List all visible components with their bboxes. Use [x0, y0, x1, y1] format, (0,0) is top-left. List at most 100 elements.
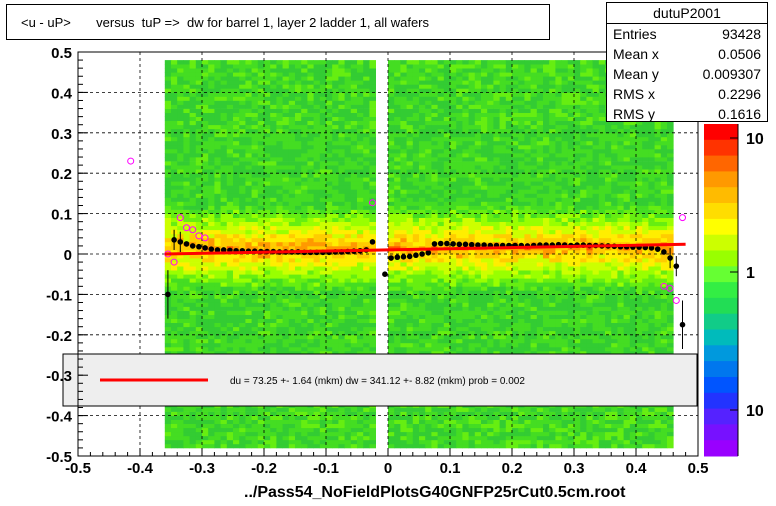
heatmap-cell: [468, 217, 476, 222]
heatmap-cell: [363, 197, 370, 202]
heatmap-cell: [282, 120, 290, 126]
heatmap-cell: [195, 278, 203, 283]
heatmap-cell: [431, 338, 438, 344]
heatmap-cell: [456, 136, 463, 142]
heatmap-cell: [350, 286, 358, 291]
heatmap-cell: [493, 314, 500, 319]
heatmap-cell: [270, 100, 277, 105]
heatmap-cell: [214, 149, 221, 154]
heatmap-cell: [319, 334, 327, 340]
heatmap-cell: [456, 274, 463, 279]
heatmap-cell: [202, 197, 209, 202]
heatmap-cell: [264, 334, 271, 340]
heatmap-cell: [195, 72, 203, 77]
heatmap-cell: [288, 116, 296, 121]
heatmap-cell: [400, 338, 407, 344]
heatmap-cell: [437, 205, 445, 210]
heatmap-cell: [208, 330, 215, 336]
heatmap-cell: [481, 411, 488, 416]
heatmap-cell: [487, 419, 494, 424]
heatmap-cell: [282, 60, 290, 65]
heatmap-cell: [220, 266, 228, 271]
heatmap-cell: [220, 197, 228, 202]
heatmap-cell: [400, 100, 407, 105]
heatmap-cell: [357, 209, 364, 214]
heatmap-cell: [264, 229, 271, 235]
heatmap-cell: [357, 330, 364, 336]
heatmap-cell: [183, 351, 190, 356]
heatmap-cell: [257, 415, 265, 420]
heatmap-cell: [226, 76, 234, 81]
heatmap-cell: [177, 282, 184, 287]
heatmap-cell: [208, 294, 215, 299]
heatmap-cell: [313, 201, 321, 206]
heatmap-cell: [450, 197, 457, 202]
heatmap-cell: [468, 262, 476, 267]
heatmap-cell: [406, 310, 414, 315]
heatmap-cell: [288, 443, 296, 449]
heatmap-cell: [431, 431, 438, 437]
heatmap-cell: [474, 310, 482, 315]
heatmap-cell: [164, 161, 172, 166]
heatmap-cell: [183, 185, 190, 190]
heatmap-cell: [202, 351, 209, 356]
heatmap-cell: [338, 415, 345, 420]
heatmap-cell: [319, 229, 327, 235]
heatmap-cell: [468, 96, 476, 101]
heatmap-cell: [338, 270, 345, 275]
heatmap-cell: [363, 334, 370, 340]
heatmap-cell: [350, 201, 358, 206]
heatmap-cell: [456, 411, 463, 416]
heatmap-cell: [214, 193, 221, 198]
heatmap-cell: [481, 177, 488, 182]
heatmap-cell: [456, 427, 463, 433]
heatmap-cell: [251, 221, 259, 227]
heatmap-cell: [363, 108, 370, 113]
heatmap-cell: [350, 278, 358, 283]
heatmap-cell: [282, 439, 290, 445]
heatmap-cell: [288, 290, 296, 295]
heatmap-cell: [332, 88, 339, 93]
heatmap-cell: [307, 262, 314, 267]
heatmap-cell: [406, 120, 414, 126]
heatmap-cell: [456, 435, 463, 441]
heatmap-cell: [369, 165, 376, 170]
heatmap-cell: [226, 282, 234, 287]
heatmap-cell: [202, 165, 209, 170]
heatmap-cell: [400, 258, 407, 263]
heatmap-cell: [171, 443, 178, 449]
heatmap-cell: [214, 197, 221, 202]
heatmap-cell: [450, 205, 457, 210]
heatmap-cell: [276, 274, 283, 279]
heatmap-cell: [450, 318, 457, 323]
heatmap-cell: [394, 294, 401, 299]
heatmap-cell: [245, 435, 252, 441]
heatmap-cell: [394, 221, 401, 227]
heatmap-cell: [394, 193, 401, 198]
heatmap-cell: [245, 201, 252, 206]
heatmap-cell: [245, 338, 252, 344]
heatmap-cell: [450, 326, 457, 332]
heatmap-cell: [369, 217, 376, 222]
heatmap-cell: [233, 241, 240, 247]
heatmap-cell: [233, 270, 240, 275]
heatmap-cell: [319, 149, 327, 154]
heatmap-cell: [226, 177, 234, 182]
heatmap-cell: [264, 185, 271, 190]
heatmap-cell: [189, 177, 197, 182]
heatmap-cell: [462, 322, 469, 328]
heatmap-cell: [189, 193, 197, 198]
heatmap-cell: [183, 254, 190, 259]
heatmap-cell: [388, 314, 395, 319]
heatmap-cell: [481, 266, 488, 271]
heatmap-cell: [462, 439, 469, 445]
heatmap-cell: [220, 124, 228, 130]
heatmap-cell: [257, 286, 265, 291]
heatmap-cell: [369, 338, 376, 344]
heatmap-cell: [326, 237, 333, 243]
heatmap-cell: [326, 100, 333, 105]
heatmap-cell: [195, 274, 203, 279]
heatmap-cell: [419, 282, 426, 287]
heatmap-cell: [493, 270, 500, 275]
heatmap-cell: [394, 201, 401, 206]
